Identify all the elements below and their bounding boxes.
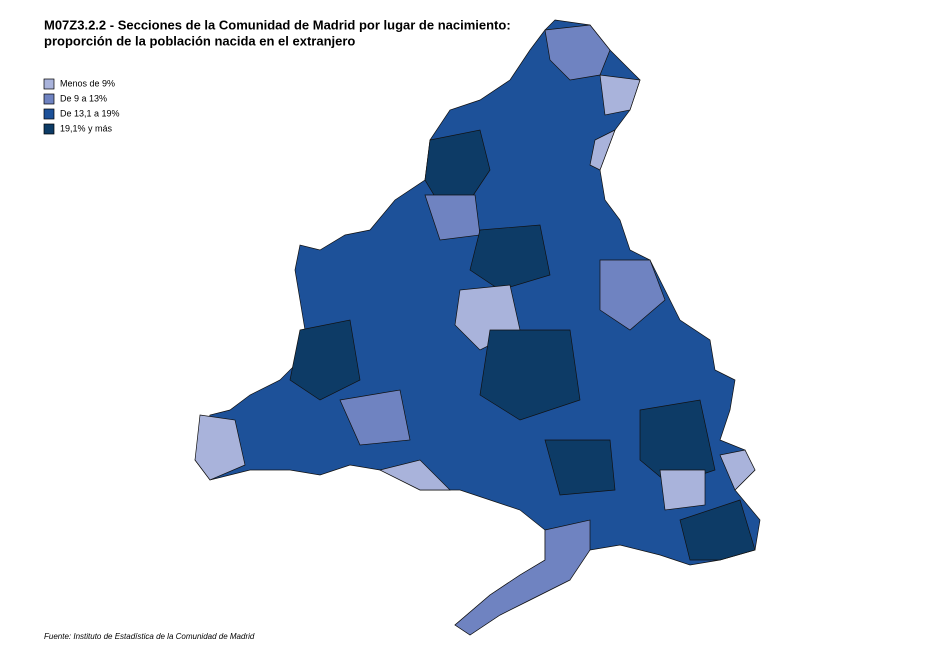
legend-label: Menos de 9% (60, 78, 115, 88)
district (479, 329, 581, 421)
source-note: Fuente: Instituto de Estadística de la C… (44, 632, 255, 641)
legend-label: De 13,1 a 19% (60, 108, 120, 118)
title-line: M07Z3.2.2 - Secciones de la Comunidad de… (44, 17, 511, 32)
district (289, 319, 361, 401)
district (454, 519, 591, 636)
district (589, 129, 616, 171)
legend-label: De 9 a 13% (60, 93, 107, 103)
district (719, 449, 756, 491)
district (659, 469, 706, 511)
district (544, 439, 616, 496)
district (599, 74, 641, 116)
region-map (194, 19, 761, 636)
legend-swatch (43, 93, 55, 105)
legend-swatch (43, 123, 55, 135)
legend: Menos de 9% De 9 a 13% De 13,1 a 19% 19,1% … (43, 78, 120, 135)
legend-swatch (43, 78, 55, 90)
district (194, 414, 246, 481)
legend-swatch (43, 108, 55, 120)
legend-label: 19,1% y más (60, 123, 113, 133)
district (378, 459, 451, 491)
title-line: proporción de la población nacida en el … (44, 33, 355, 48)
district (679, 499, 756, 561)
district (339, 389, 411, 446)
district (599, 259, 666, 331)
district (469, 224, 551, 291)
